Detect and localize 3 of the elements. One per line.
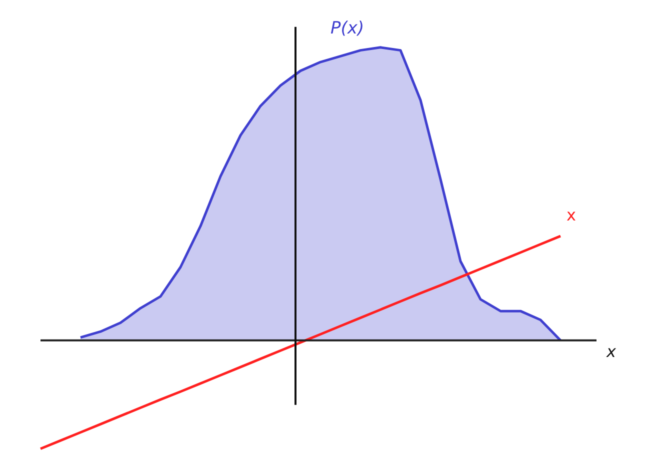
x-axis-title: x [606, 342, 616, 361]
series-label: x [566, 205, 576, 224]
series-label: P(x) [330, 18, 364, 39]
